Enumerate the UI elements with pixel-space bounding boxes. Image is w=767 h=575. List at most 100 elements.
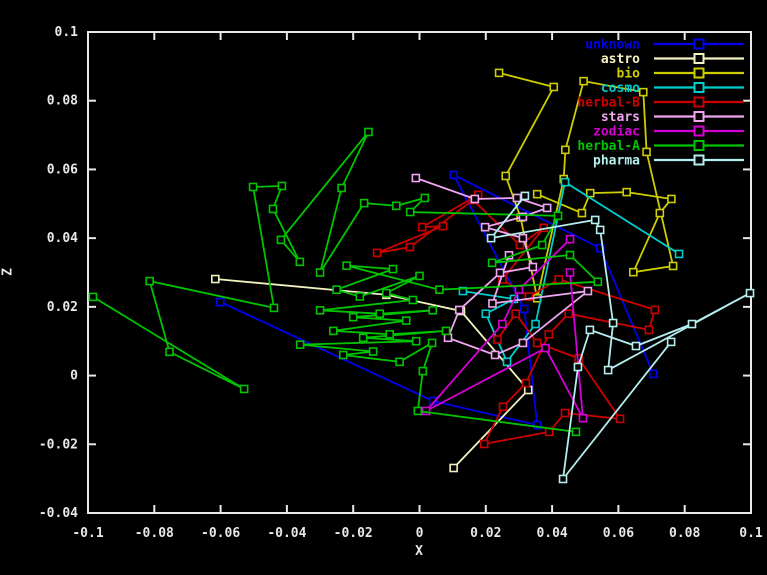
data-point-herbal-A <box>411 336 421 346</box>
data-point-herbal-B <box>417 222 427 232</box>
data-point-herbal-A <box>268 204 278 214</box>
data-point-unknown <box>215 297 225 307</box>
data-point-herbal-A <box>368 347 378 356</box>
data-point-unknown <box>449 170 458 180</box>
data-point-herbal-B <box>564 309 573 319</box>
data-point-herbal-A <box>337 183 346 193</box>
series-line-bio <box>498 72 675 299</box>
y-axis-label: Z <box>0 268 16 276</box>
data-point-astro <box>523 385 533 395</box>
data-point-bio <box>561 145 570 155</box>
data-point-herbal-A <box>145 276 154 286</box>
data-point-herbal-A <box>355 292 365 301</box>
x-tick-label: -0.06 <box>201 526 240 541</box>
data-point-herbal-B <box>405 242 415 252</box>
data-point-stars <box>518 233 528 243</box>
data-point-herbal-A <box>332 285 341 294</box>
data-point-herbal-B <box>615 414 625 424</box>
legend-item-bio: bio <box>617 67 744 82</box>
data-point-herbal-A <box>239 384 249 394</box>
data-point-pharma <box>520 191 530 201</box>
data-point-herbal-A <box>405 207 415 217</box>
data-point-bio <box>549 82 559 92</box>
data-point-herbal-A <box>415 271 424 281</box>
x-tick-label: 0.1 <box>739 526 763 541</box>
data-point-herbal-B <box>560 408 570 418</box>
series-unknown <box>215 170 658 430</box>
data-point-stars <box>518 212 528 222</box>
legend-label: zodiac <box>593 125 640 140</box>
data-point-pharma <box>666 337 676 347</box>
legend: unknownastrobiocosmoherbal-Bstarszodiach… <box>577 38 744 169</box>
data-point-herbal-A <box>418 366 428 376</box>
data-point-bio <box>494 68 504 78</box>
data-point-pharma <box>631 341 641 351</box>
data-point-unknown <box>595 243 605 253</box>
legend-item-stars: stars <box>601 110 744 125</box>
data-point-astro <box>210 274 220 284</box>
legend-item-pharma: pharma <box>593 154 744 169</box>
data-point-bio <box>501 171 510 181</box>
data-point-unknown <box>428 396 438 406</box>
y-tick-label: -0.04 <box>39 506 78 521</box>
legend-sample-marker <box>693 111 705 122</box>
y-tick-label: 0.08 <box>47 94 78 109</box>
data-point-herbal-B <box>498 402 508 412</box>
data-point-herbal-A <box>338 350 348 360</box>
data-point-herbal-A <box>408 295 418 305</box>
data-point-bio <box>622 187 631 197</box>
data-point-herbal-A <box>537 240 547 250</box>
x-tick-label: -0.02 <box>334 526 373 541</box>
data-point-bio <box>577 208 587 218</box>
data-point-herbal-A <box>165 347 174 357</box>
data-point-herbal-B <box>524 292 534 301</box>
data-point-herbal-B <box>532 338 542 348</box>
data-point-pharma <box>558 474 568 484</box>
data-point-bio <box>585 188 595 198</box>
data-point-stars <box>490 350 500 360</box>
data-point-herbal-B <box>479 439 489 449</box>
data-point-herbal-B <box>515 240 525 250</box>
data-point-zodiac <box>565 234 575 244</box>
data-point-stars <box>443 333 453 343</box>
data-point-stars <box>518 338 528 348</box>
x-tick-label: 0 <box>416 526 424 541</box>
data-point-herbal-A <box>593 277 603 287</box>
data-point-stars <box>512 193 522 203</box>
data-point-cosmo <box>674 249 684 259</box>
data-point-zodiac <box>498 319 507 329</box>
legend-label: bio <box>617 67 641 82</box>
data-point-unknown <box>648 369 658 379</box>
data-point-stars <box>454 305 464 315</box>
x-tick-label: 0.04 <box>536 526 567 541</box>
data-point-zodiac <box>578 413 588 423</box>
y-tick-label: 0.04 <box>47 231 78 246</box>
legend-label: stars <box>601 110 640 125</box>
data-point-stars <box>528 262 538 272</box>
data-point-pharma <box>573 362 583 372</box>
data-point-stars <box>583 286 593 296</box>
data-point-herbal-B <box>521 378 531 388</box>
data-point-herbal-A <box>329 326 338 336</box>
data-point-bio <box>638 87 648 97</box>
data-point-herbal-A <box>277 181 287 191</box>
data-point-pharma <box>608 318 618 328</box>
series-stars <box>411 173 593 360</box>
data-point-cosmo <box>458 286 468 296</box>
data-point-pharma <box>486 233 496 243</box>
data-point-herbal-A <box>88 292 98 302</box>
data-point-herbal-B <box>372 248 382 258</box>
data-point-herbal-B <box>493 335 502 344</box>
data-point-herbal-A <box>395 357 404 367</box>
x-tick-label: 0.02 <box>470 526 501 541</box>
x-tick-label: 0.08 <box>669 526 700 541</box>
data-point-pharma <box>603 365 613 375</box>
y-tick-label: -0.02 <box>39 437 78 452</box>
data-point-stars <box>480 222 490 232</box>
x-tick-label: -0.04 <box>267 526 306 541</box>
data-point-cosmo <box>481 309 491 319</box>
series-line-stars <box>415 177 591 356</box>
legend-item-herbal-B: herbal-B <box>577 96 744 111</box>
data-point-herbal-A <box>315 268 325 277</box>
